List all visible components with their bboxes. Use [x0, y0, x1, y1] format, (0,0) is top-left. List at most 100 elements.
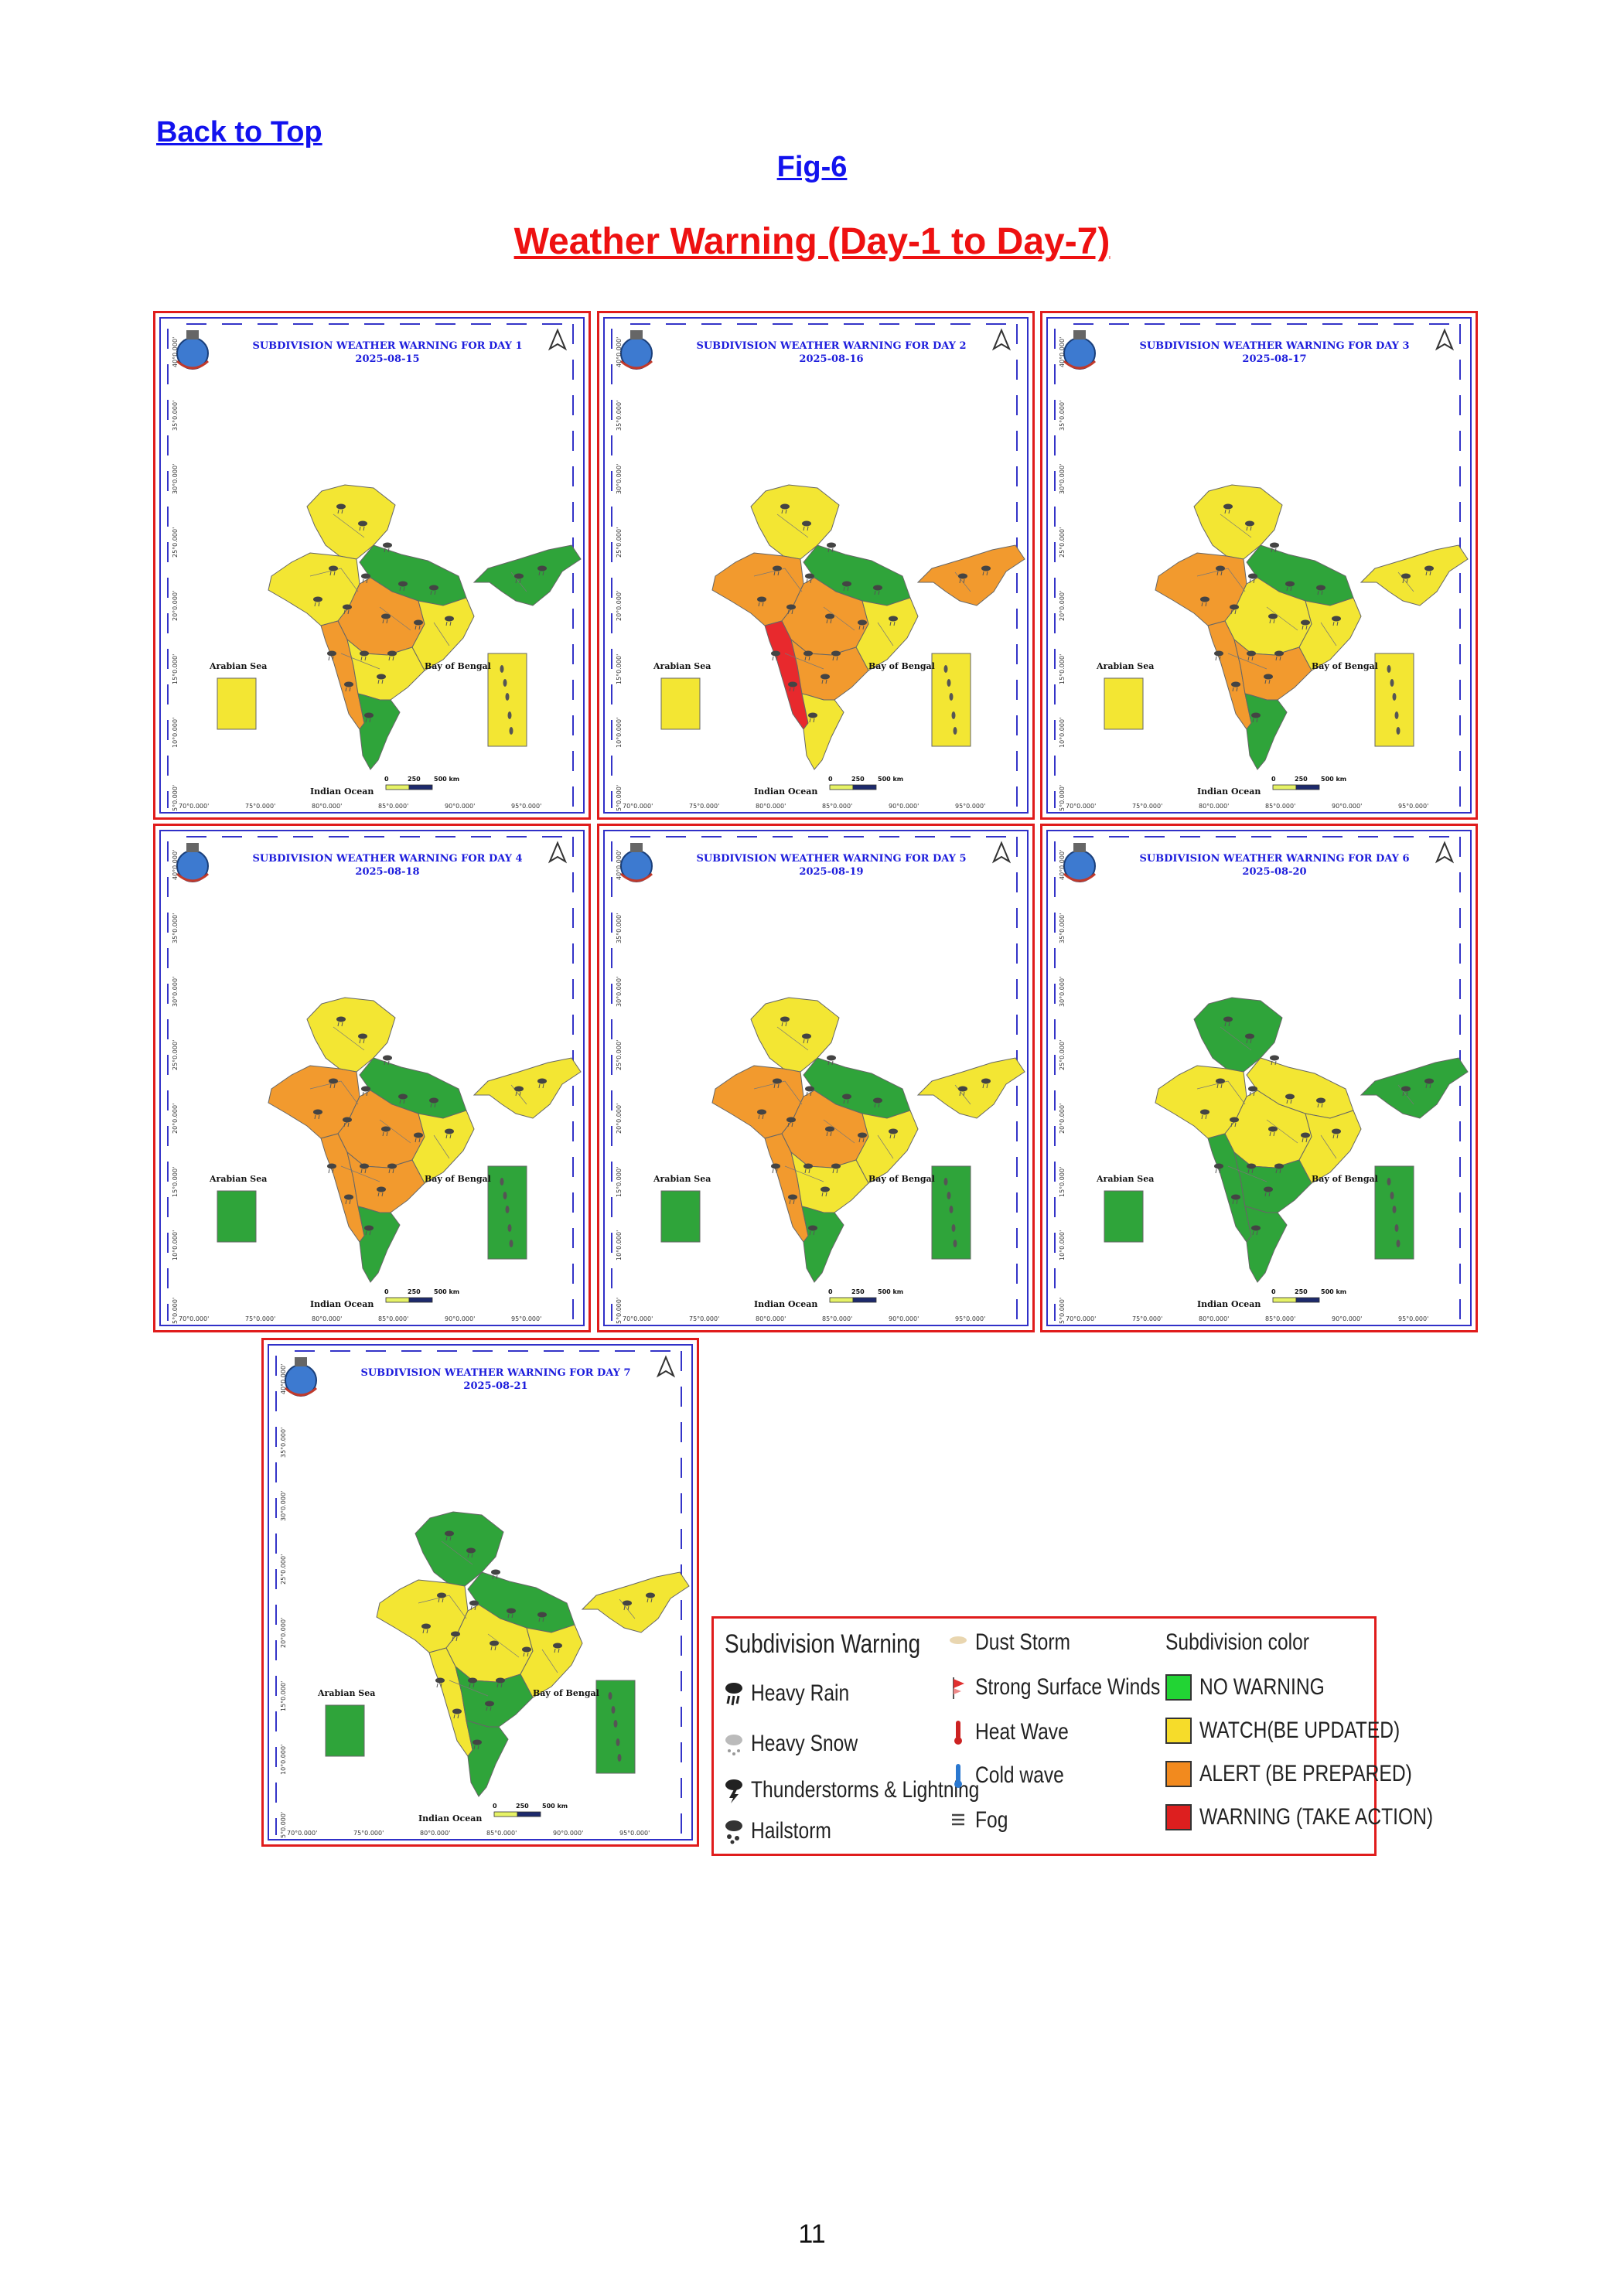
lat-label: 30°0.000'	[280, 1491, 287, 1521]
swatch-warning	[1165, 1804, 1192, 1830]
lon-label: 75°0.000'	[1132, 803, 1162, 810]
region-east	[520, 1624, 583, 1698]
region-north	[306, 484, 396, 560]
lat-label: 20°0.000'	[172, 591, 179, 621]
map-title: SUBDIVISION WEATHER WARNING FOR DAY 1	[252, 340, 522, 352]
warning-symbols	[421, 1530, 655, 1750]
lon-label: 95°0.000'	[511, 803, 541, 810]
svg-text:250: 250	[1295, 1288, 1308, 1295]
arabian-sea-label: Arabian Sea	[317, 1688, 375, 1698]
svg-text:0: 0	[384, 776, 389, 783]
lat-label: 5°0.000'	[616, 1298, 623, 1324]
fig-link[interactable]: Fig-6	[776, 151, 848, 183]
lon-label: 85°0.000'	[378, 1315, 408, 1322]
lon-label: 75°0.000'	[689, 1315, 719, 1322]
lon-label: 80°0.000'	[312, 803, 342, 810]
lat-label: 40°0.000'	[1059, 337, 1066, 367]
svg-text:0: 0	[828, 1288, 833, 1295]
arabian-sea-label: Arabian Sea	[1096, 661, 1154, 671]
legend-fog: Fog	[975, 1807, 1008, 1833]
indian-ocean-label: Indian Ocean	[1197, 786, 1261, 797]
lon-label: 70°0.000'	[1066, 1315, 1096, 1322]
lon-label: 95°0.000'	[955, 1315, 985, 1322]
lon-label: 70°0.000'	[1066, 803, 1096, 810]
lat-label: 5°0.000'	[280, 1812, 287, 1838]
svg-text:500 km: 500 km	[542, 1803, 568, 1810]
back-to-top-link[interactable]: Back to Top	[156, 116, 322, 148]
lon-label: 95°0.000'	[1398, 1315, 1428, 1322]
map-panel-day-6: SUBDIVISION WEATHER WARNING FOR DAY 6 202…	[1040, 824, 1478, 1332]
swatch-watch	[1165, 1718, 1192, 1744]
thunderstorm-icon	[725, 1779, 742, 1803]
warning-symbols	[757, 503, 991, 723]
arabian-sea-label: Arabian Sea	[653, 661, 711, 671]
india-map-day-2: SUBDIVISION WEATHER WARNING FOR DAY 2202…	[611, 323, 1025, 811]
lon-label: 90°0.000'	[1332, 1315, 1362, 1322]
lat-label: 35°0.000'	[172, 401, 179, 431]
region-north	[1193, 997, 1283, 1073]
scale-bar: 0 250 500 km	[828, 776, 903, 790]
lon-label: 85°0.000'	[822, 1315, 852, 1322]
lat-label: 15°0.000'	[172, 1167, 179, 1197]
lon-label: 75°0.000'	[245, 803, 275, 810]
region-south	[1244, 1206, 1288, 1283]
map-date: 2025-08-17	[1242, 353, 1306, 365]
map-date: 2025-08-16	[799, 353, 863, 365]
lakshadweep-box	[660, 1190, 701, 1243]
lat-label: 25°0.000'	[172, 527, 179, 558]
arabian-sea-label: Arabian Sea	[209, 1174, 267, 1184]
lat-label: 15°0.000'	[616, 654, 623, 684]
lat-label: 25°0.000'	[1059, 527, 1066, 558]
lat-label: 15°0.000'	[1059, 1167, 1066, 1197]
region-north	[415, 1511, 504, 1587]
imd-emblem-icon	[1063, 843, 1097, 882]
lat-label: 25°0.000'	[172, 1040, 179, 1070]
bay-of-bengal-label: Bay of Bengal	[533, 1688, 599, 1698]
region-northeast	[581, 1571, 690, 1633]
lon-label: 70°0.000'	[623, 803, 653, 810]
lat-label: 15°0.000'	[172, 654, 179, 684]
svg-text:250: 250	[408, 1288, 421, 1295]
bay-of-bengal-label: Bay of Bengal	[868, 1174, 935, 1184]
lon-label: 90°0.000'	[889, 1315, 919, 1322]
imd-emblem-icon	[619, 330, 653, 370]
lat-label: 30°0.000'	[616, 977, 623, 1007]
lat-label: 30°0.000'	[172, 464, 179, 494]
india-map-day-6: SUBDIVISION WEATHER WARNING FOR DAY 6202…	[1054, 836, 1469, 1324]
legend-strong-winds: Strong Surface Winds	[975, 1674, 1161, 1700]
lat-label: 30°0.000'	[1059, 464, 1066, 494]
lon-label: 85°0.000'	[822, 803, 852, 810]
region-north	[750, 997, 840, 1073]
map-panel-day-5: SUBDIVISION WEATHER WARNING FOR DAY 5 202…	[597, 824, 1035, 1332]
scale-bar: 0 250 500 km	[1271, 776, 1346, 790]
lat-label: 15°0.000'	[616, 1167, 623, 1197]
heavy-snow-icon	[725, 1735, 742, 1755]
svg-text:0: 0	[493, 1803, 497, 1810]
svg-text:500 km: 500 km	[434, 1288, 459, 1295]
region-south	[466, 1720, 509, 1797]
lat-label: 35°0.000'	[280, 1428, 287, 1458]
lat-label: 25°0.000'	[1059, 1040, 1066, 1070]
lon-label: 95°0.000'	[619, 1830, 650, 1837]
lon-label: 90°0.000'	[889, 803, 919, 810]
legend-dust-storm: Dust Storm	[975, 1629, 1071, 1655]
lat-label: 20°0.000'	[1059, 1104, 1066, 1134]
region-north	[750, 484, 840, 560]
map-date: 2025-08-20	[1242, 866, 1306, 878]
lon-label: 70°0.000'	[623, 1315, 653, 1322]
north-arrow-icon	[548, 841, 568, 864]
lon-label: 75°0.000'	[1132, 1315, 1162, 1322]
legend-watch: WATCH(BE UPDATED)	[1199, 1718, 1401, 1743]
imd-emblem-icon	[619, 843, 653, 882]
svg-text:250: 250	[1295, 776, 1308, 783]
warning-symbols	[1200, 1016, 1434, 1236]
scale-bar: 0 250 500 km	[1271, 1288, 1346, 1303]
india-map-day-4: SUBDIVISION WEATHER WARNING FOR DAY 4202…	[167, 836, 582, 1324]
region-south	[801, 693, 844, 770]
lon-label: 70°0.000'	[179, 803, 209, 810]
india-map-day-1: SUBDIVISION WEATHER WARNING FOR DAY 1202…	[167, 323, 582, 811]
lakshadweep-box	[660, 677, 701, 730]
scale-bar: 0 250 500 km	[828, 1288, 903, 1303]
map-title: SUBDIVISION WEATHER WARNING FOR DAY 7	[360, 1367, 630, 1379]
lat-label: 15°0.000'	[1059, 654, 1066, 684]
